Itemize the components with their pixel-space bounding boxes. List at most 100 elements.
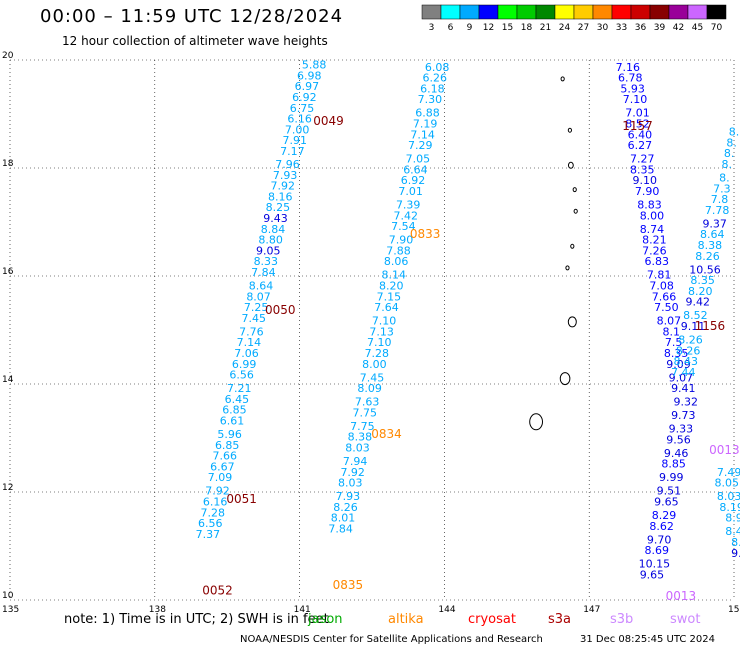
legend-item-altika: altika <box>388 612 424 627</box>
scale-swatch <box>421 4 442 20</box>
scale-swatch <box>706 4 727 20</box>
wave-height-label: 8.00 <box>640 209 665 222</box>
pass-time-label: 0050 <box>265 303 296 317</box>
wave-height-label: 7.3 <box>713 182 731 195</box>
pass-time-label: 0835 <box>333 578 364 592</box>
wave-height-label: 7.91 <box>283 134 308 147</box>
wave-height-label: 7.16 <box>616 61 641 74</box>
wave-height-label: 7.44 <box>671 366 696 379</box>
y-tick-label: 16 <box>2 267 14 277</box>
wave-height-label: 8.1 <box>663 325 681 338</box>
wave-height-label: 6.99 <box>232 358 257 371</box>
wave-height-label: 8.43 <box>673 355 698 368</box>
wave-height-label: 6.56 <box>229 369 254 382</box>
wave-height-label: 8.83 <box>637 199 662 212</box>
wave-height-label: 8.62 <box>649 520 674 533</box>
wave-height-label: 10.56 <box>689 263 721 276</box>
wave-height-label: 10.15 <box>639 558 671 571</box>
wave-height-label: 6.56 <box>198 517 223 530</box>
wave-height-label: 8.26 <box>695 250 720 263</box>
wave-height-label: 5.93 <box>620 82 645 95</box>
legend-item-s3b: s3b <box>610 612 634 627</box>
x-tick-label: 150 <box>728 605 740 615</box>
wave-height-label: 6.16 <box>287 113 312 126</box>
wave-height-label: 8. <box>731 536 740 549</box>
legend-item-jason: jason <box>308 612 343 627</box>
wave-height-label: 9.10 <box>632 174 657 187</box>
wave-height-label: 7.01 <box>625 107 650 120</box>
wave-height-label: 7.05 <box>406 153 431 166</box>
scale-label: 3 <box>429 23 435 33</box>
wave-height-label: 7.92 <box>270 180 295 193</box>
wave-height-label: 7.93 <box>336 490 361 503</box>
wave-height-label: 9.43 <box>263 212 288 225</box>
wave-height-label: 7.14 <box>237 336 262 349</box>
wave-height-label: 8. <box>722 158 733 171</box>
scale-label: 24 <box>559 23 571 33</box>
wave-height-label: 9.70 <box>647 533 672 546</box>
pass-time-label: 1157 <box>622 119 653 133</box>
wave-height-label: 7.50 <box>654 301 679 314</box>
scale-swatch <box>573 4 594 20</box>
island-outline <box>570 243 575 249</box>
wave-height-label: 7.45 <box>241 312 266 325</box>
island-outline <box>529 413 544 431</box>
wave-height-label: 6.18 <box>420 82 445 95</box>
wave-height-label: 7.37 <box>196 528 221 541</box>
wave-height-label: 8.74 <box>640 223 665 236</box>
legend-item-s3a: s3a <box>548 612 572 627</box>
wave-height-label: 7.75 <box>350 420 375 433</box>
wave-height-label: 8.20 <box>379 280 404 293</box>
wave-height-label: 5.96 <box>217 428 242 441</box>
wave-height-label: 8.64 <box>700 228 725 241</box>
scale-label: 45 <box>692 23 703 33</box>
wave-height-label: 7.10 <box>372 315 397 328</box>
wave-height-label: 9.07 <box>669 371 694 384</box>
x-tick-label: 141 <box>294 605 311 615</box>
chart-subtitle: 12 hour collection of altimeter wave hei… <box>62 34 328 48</box>
scale-swatch <box>687 4 708 20</box>
y-tick-label: 18 <box>2 159 14 169</box>
wave-height-label: 8. <box>726 136 737 149</box>
wave-height-label: 7.29 <box>408 139 433 152</box>
wave-height-label: 7.30 <box>418 93 443 106</box>
wave-height-label: 7.39 <box>396 199 421 212</box>
pass-time-label: 0051 <box>226 492 257 506</box>
wave-height-label: 7.15 <box>377 290 402 303</box>
wave-height-label: 8.05 <box>715 477 740 490</box>
wave-height-label: 8.64 <box>249 280 274 293</box>
legend-item-cryosat: cryosat <box>468 612 516 627</box>
pass-time-label: 0013 <box>709 443 740 457</box>
wave-height-label: 8.52 <box>625 118 650 131</box>
wave-height-label: 7.64 <box>374 301 399 314</box>
scale-label: 70 <box>711 23 723 33</box>
y-tick-label: 10 <box>2 591 14 601</box>
wave-height-label: 9.65 <box>640 568 665 581</box>
wave-height-label: 8.38 <box>698 239 723 252</box>
x-tick-label: 135 <box>2 605 19 615</box>
wave-height-label: 6.97 <box>295 80 320 93</box>
wave-height-label: 9.09 <box>666 358 691 371</box>
scale-swatch <box>497 4 518 20</box>
wave-height-label: 8.35 <box>690 274 715 287</box>
wave-height-label: 7.66 <box>213 450 238 463</box>
island-outline <box>567 161 574 169</box>
wave-height-label: 7.28 <box>200 506 225 519</box>
scale-swatch <box>592 4 613 20</box>
pass-time-label: 0834 <box>371 427 402 441</box>
wave-height-label: 8.33 <box>254 255 279 268</box>
scale-label: 27 <box>578 23 589 33</box>
wave-height-label: 6.88 <box>415 107 440 120</box>
wave-height-label: 7.14 <box>410 128 435 141</box>
wave-height-label: 8.00 <box>362 358 387 371</box>
wave-height-label: 8. <box>719 172 730 185</box>
wave-height-label: 8.19 <box>719 501 740 514</box>
wave-height-label: 9.65 <box>654 496 679 509</box>
wave-height-label: 6.85 <box>215 439 240 452</box>
wave-height-label: 8.4 <box>725 525 740 538</box>
island-outline <box>559 372 571 386</box>
scale-swatch <box>668 4 689 20</box>
scale-label: 21 <box>540 23 551 33</box>
wave-height-label: 9.05 <box>256 244 281 257</box>
